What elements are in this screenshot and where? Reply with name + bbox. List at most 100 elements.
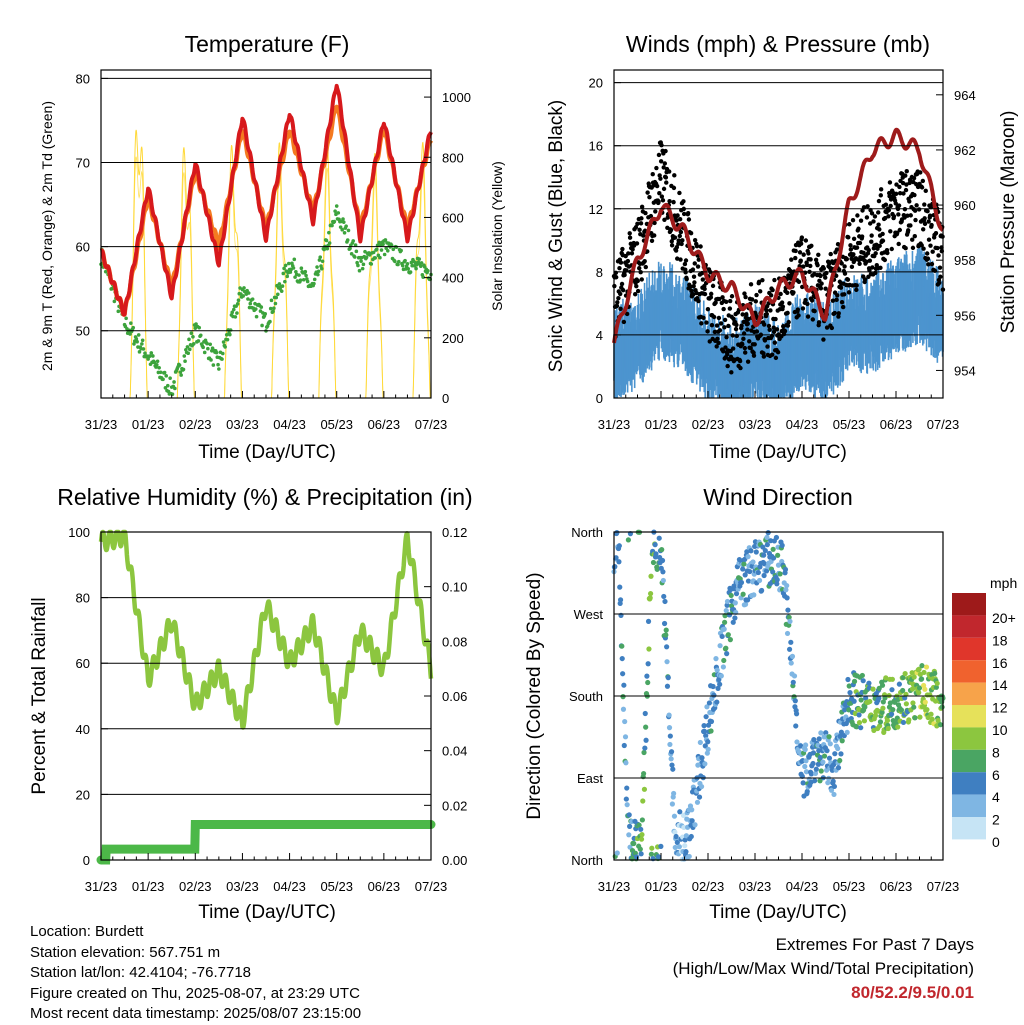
direction-point — [703, 733, 709, 739]
dewpoint-point — [399, 248, 403, 253]
direction-point — [671, 790, 677, 797]
gust-point — [668, 227, 674, 233]
dir-ytick-label: North — [571, 525, 603, 540]
direction-point — [810, 760, 816, 767]
direction-point — [617, 584, 623, 590]
gust-point — [920, 227, 926, 232]
rh-xtick-label: 04/23 — [273, 879, 306, 894]
dewpoint-point — [236, 298, 241, 303]
direction-point — [621, 742, 627, 749]
gust-point — [897, 190, 903, 196]
gust-point — [828, 251, 833, 257]
gust-point — [744, 312, 749, 317]
dewpoint-point — [293, 275, 297, 279]
direction-point — [846, 707, 852, 713]
direction-point — [825, 780, 831, 786]
direction-point — [742, 601, 749, 607]
rh-xtick-label: 02/23 — [179, 879, 212, 894]
dewpoint-point — [187, 347, 192, 352]
gust-point — [938, 274, 943, 279]
direction-point — [922, 699, 928, 705]
gust-point — [891, 214, 897, 219]
direction-point — [667, 741, 673, 748]
rh-ytick-label: 40 — [76, 722, 90, 737]
dewpoint-point — [128, 332, 132, 336]
dewpoint-point — [208, 342, 213, 347]
direction-point — [728, 592, 734, 599]
dewpoint-point — [419, 261, 424, 265]
gust-point — [806, 251, 811, 256]
gust-point — [642, 259, 647, 264]
gust-point — [937, 280, 942, 285]
direction-point — [727, 637, 733, 643]
dewpoint-point — [149, 351, 154, 355]
legend-label: 16 — [992, 655, 1008, 671]
gust-point — [713, 300, 718, 305]
direction-point — [846, 683, 852, 689]
wind-y2tick-label: 960 — [954, 198, 976, 213]
dewpoint-point — [327, 230, 331, 235]
direction-point — [745, 597, 751, 603]
direction-point — [808, 771, 814, 777]
gust-point — [745, 327, 750, 332]
gust-point — [728, 298, 733, 304]
winds-plot-area: 31/23 01/23 02/23 03/23 04/23 05/23 06/23 07/23… — [589, 69, 976, 432]
direction-point — [927, 692, 933, 698]
direction-point — [668, 756, 674, 762]
direction-point — [681, 824, 687, 831]
dewpoint-point — [269, 298, 274, 303]
direction-point — [775, 562, 782, 568]
gust-point — [810, 317, 816, 322]
gust-point — [923, 188, 928, 194]
gust-point — [922, 221, 928, 227]
humidity-ylabel-left: Percent & Total Rainfall — [29, 597, 50, 794]
dewpoint-point — [273, 301, 278, 306]
dewpoint-point — [272, 306, 276, 310]
dewpoint-point — [162, 370, 167, 375]
direction-point — [872, 713, 879, 719]
direction-point — [889, 687, 895, 693]
direction-point — [631, 840, 637, 847]
direction-point — [900, 687, 906, 694]
gust-point — [637, 227, 642, 232]
direction-point — [756, 577, 763, 584]
gust-point — [748, 345, 753, 351]
gust-point — [761, 354, 767, 359]
direction-point — [627, 823, 633, 829]
direction-point — [714, 699, 720, 705]
gust-point — [771, 325, 776, 330]
direction-point — [827, 741, 833, 747]
direction-point — [791, 673, 798, 679]
gust-point — [893, 191, 899, 196]
gust-point — [864, 215, 870, 220]
gust-point — [620, 246, 625, 252]
direction-point — [817, 754, 824, 761]
dewpoint-point — [393, 259, 397, 264]
direction-point — [719, 633, 725, 640]
dewpoint-point — [318, 255, 323, 259]
gust-point — [733, 326, 739, 332]
direction-point — [622, 734, 629, 740]
gust-point — [815, 262, 820, 268]
gust-point — [621, 319, 627, 325]
temp-xtick-label: 01/23 — [132, 417, 165, 432]
gust-point — [742, 291, 747, 296]
direction-point — [724, 602, 730, 608]
rh-y2tick-label: 0.12 — [442, 525, 467, 540]
gust-point — [639, 204, 645, 210]
gust-point — [626, 251, 631, 256]
direction-point — [837, 757, 843, 764]
gust-point — [871, 219, 876, 224]
direction-point — [711, 692, 717, 698]
gust-point — [808, 257, 813, 262]
gust-point — [764, 311, 769, 317]
gust-point — [834, 273, 839, 279]
gust-point — [882, 257, 888, 263]
gust-point — [724, 334, 729, 340]
gust-point — [842, 292, 847, 297]
direction-point — [777, 571, 783, 577]
humidity-line — [98, 529, 434, 730]
gust-point — [709, 291, 714, 297]
dewpoint-point — [140, 342, 144, 346]
gust-point — [684, 276, 689, 282]
